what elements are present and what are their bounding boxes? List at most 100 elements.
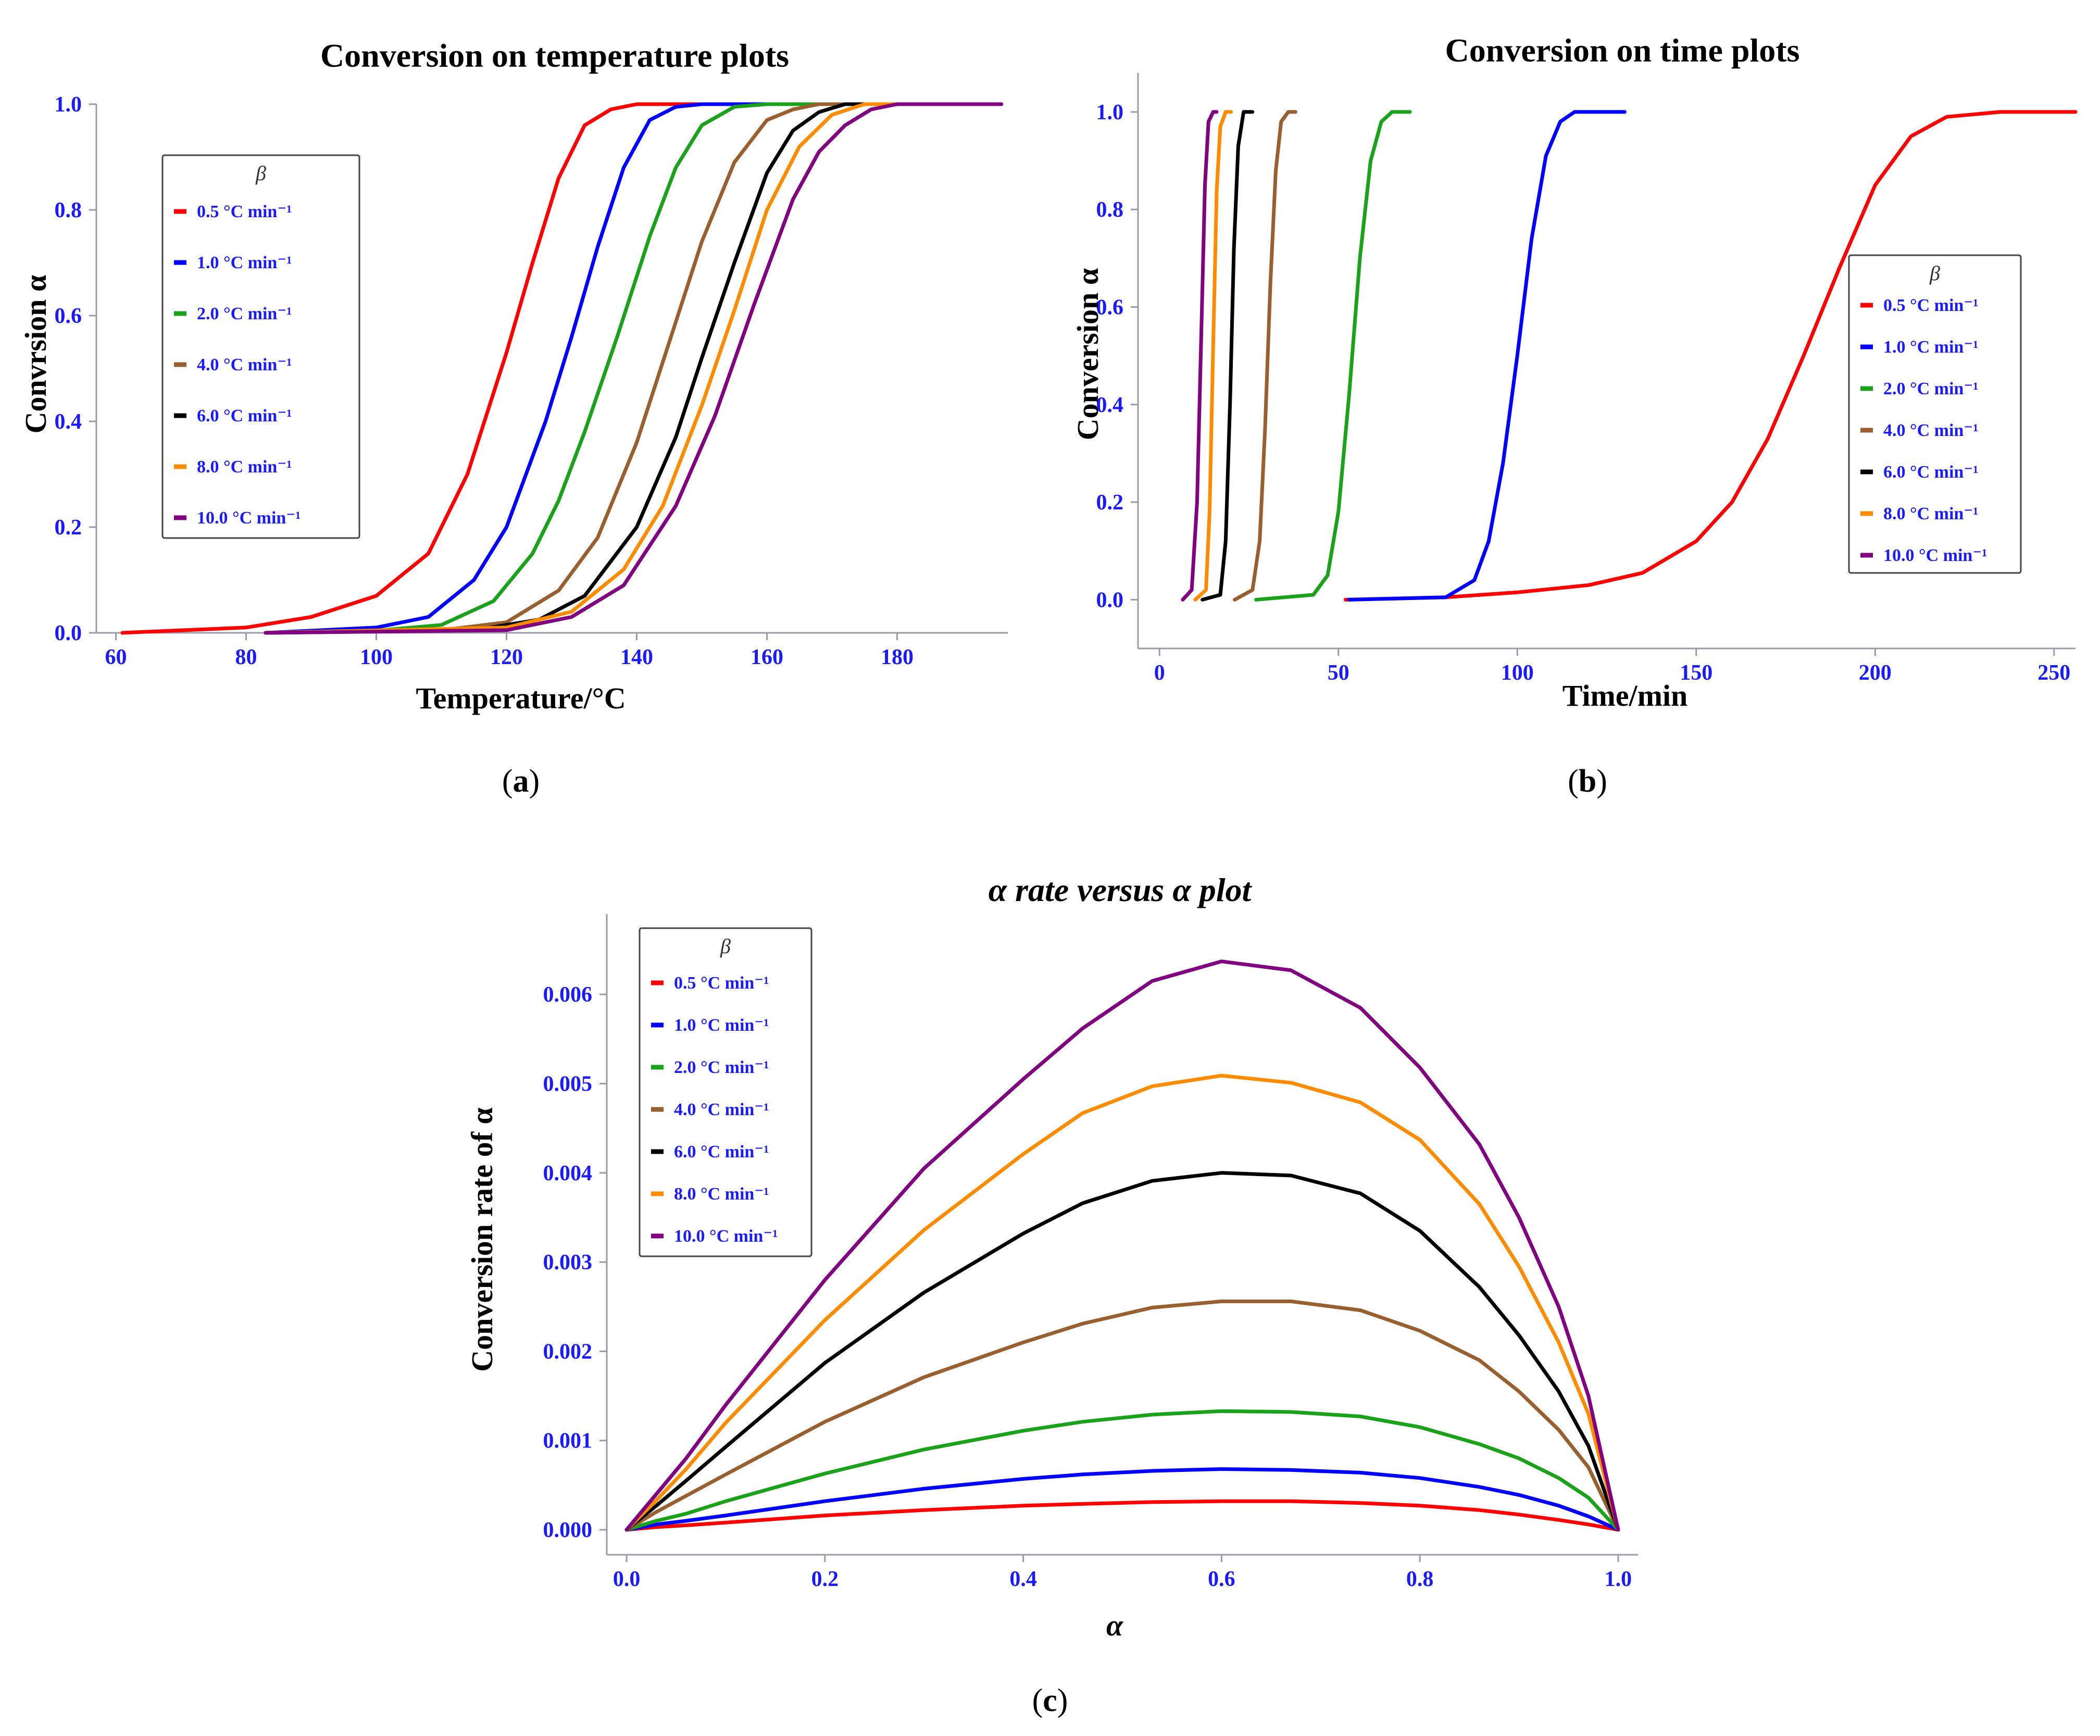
chart-b-panel-suffix: ) <box>1596 764 1607 799</box>
chart-a-y-label: Convrsion α <box>19 275 53 434</box>
y-tick-label: 0.2 <box>1096 491 1124 515</box>
chart-a-title: Conversion on temperature plots <box>320 37 789 74</box>
legend-item-0: 0.5 °C min⁻¹ <box>197 202 292 221</box>
y-tick-label: 0.006 <box>543 983 593 1007</box>
chart-b-panel-label: (b) <box>1568 764 1607 799</box>
legend-title: β <box>720 934 731 958</box>
y-tick-label: 0.002 <box>543 1340 593 1364</box>
y-tick-label: 0.0 <box>55 621 82 645</box>
chart-b-title: Conversion on time plots <box>1445 32 1800 69</box>
legend-item-1: 1.0 °C min⁻¹ <box>674 1016 769 1035</box>
legend-item-5: 8.0 °C min⁻¹ <box>674 1184 769 1204</box>
legend-box <box>161 154 360 539</box>
x-tick-label: 140 <box>620 645 653 669</box>
x-tick-label: 60 <box>105 645 127 669</box>
chart-b-x-label: Time/min <box>1562 679 1688 713</box>
chart-a-legend: β 0.5 °C min⁻¹ 1.0 °C min⁻¹ 2.0 °C min⁻¹ 4.0… <box>161 154 360 539</box>
chart-b-legend: β 0.5 °C min⁻¹ 1.0 °C min⁻¹ 2.0 °C min⁻¹ 4.0… <box>1848 254 2022 574</box>
legend-title: β <box>255 161 266 185</box>
chart-c-plot-area: 0.0 0.2 0.4 0.6 0.8 1.0 0.000 0.001 0.002 0.003 0.… <box>543 914 1638 1591</box>
y-tick-label: 1.0 <box>1096 101 1124 124</box>
y-tick-label: 0.8 <box>55 198 82 222</box>
legend-item-2: 2.0 °C min⁻¹ <box>197 304 292 323</box>
legend-item-3: 4.0 °C min⁻¹ <box>674 1100 769 1119</box>
series-line-6 <box>624 959 1620 1532</box>
series-line-2 <box>264 102 1003 635</box>
legend-item-3: 4.0 °C min⁻¹ <box>1883 421 1978 440</box>
legend-box <box>639 927 813 1257</box>
x-tick-label: 100 <box>360 645 393 669</box>
legend-item-4: 6.0 °C min⁻¹ <box>674 1142 769 1162</box>
chart-b-panel-prefix: ( <box>1568 764 1579 799</box>
x-tick-label: 0.8 <box>1406 1567 1434 1591</box>
x-tick-label: 250 <box>2038 661 2070 685</box>
y-tick-label: 0.6 <box>55 304 82 328</box>
chart-c-y-label: Conversion rate of α <box>465 1107 499 1372</box>
chart-c-rate: α rate versus α plot 0.0 0.2 0.4 0.6 0.8 1.00… <box>465 871 1638 1718</box>
x-tick-label: 180 <box>881 645 914 669</box>
chart-c-panel-letter: c <box>1043 1683 1057 1718</box>
y-tick-label: 0.001 <box>543 1429 593 1453</box>
series-line-5 <box>624 1073 1620 1532</box>
series-line-1 <box>1347 110 1627 602</box>
legend-item-2: 2.0 °C min⁻¹ <box>674 1058 769 1077</box>
series-line-2 <box>624 1409 1620 1532</box>
chart-c-x-label: α <box>1106 1608 1123 1642</box>
chart-c-legend: β 0.5 °C min⁻¹ 1.0 °C min⁻¹ 2.0 °C min⁻¹ 4.0… <box>639 927 813 1257</box>
chart-b-y-label: Conversion α <box>1071 268 1105 440</box>
series-line-0 <box>624 1499 1620 1532</box>
chart-a-panel-prefix: ( <box>502 764 513 799</box>
chart-a-panel-label: (a) <box>502 764 540 799</box>
x-tick-label: 0.6 <box>1208 1567 1235 1591</box>
legend-item-2: 2.0 °C min⁻¹ <box>1883 379 1978 398</box>
series-line-4 <box>1201 110 1255 602</box>
chart-a-panel-suffix: ) <box>529 764 540 799</box>
y-tick-label: 1.0 <box>55 93 82 117</box>
x-tick-label: 100 <box>1501 661 1534 685</box>
legend-item-3: 4.0 °C min⁻¹ <box>197 355 292 374</box>
y-tick-label: 0.4 <box>1096 393 1124 417</box>
y-tick-label: 0.005 <box>543 1072 593 1096</box>
y-tick-label: 0.000 <box>543 1518 593 1542</box>
x-tick-label: 150 <box>1680 661 1713 685</box>
series-line-6 <box>264 102 1003 635</box>
chart-c-title: α rate versus α plot <box>989 871 1253 908</box>
x-tick-label: 200 <box>1859 661 1892 685</box>
series-line-1 <box>264 102 1003 635</box>
series-line-0 <box>120 102 1003 635</box>
legend-item-0: 0.5 °C min⁻¹ <box>674 973 769 993</box>
legend-item-4: 6.0 °C min⁻¹ <box>197 406 292 426</box>
x-tick-label: 80 <box>235 645 257 669</box>
chart-b-panel-letter: b <box>1579 764 1596 799</box>
legend-item-5: 8.0 °C min⁻¹ <box>1883 504 1978 523</box>
x-tick-label: 50 <box>1328 661 1349 685</box>
series-line-3 <box>624 1300 1620 1532</box>
legend-item-6: 10.0 °C min⁻¹ <box>674 1227 778 1246</box>
x-tick-label: 0.0 <box>613 1567 641 1591</box>
x-tick-label: 120 <box>490 645 523 669</box>
series-line-5 <box>264 102 1003 635</box>
series-line-0 <box>1344 110 2078 602</box>
chart-b-time: Conversion on time plots 0 50 100 150 200 250… <box>1071 32 2078 799</box>
x-tick-label: 160 <box>751 645 783 669</box>
chart-a-panel-letter: a <box>513 764 529 799</box>
x-tick-label: 0.4 <box>1009 1567 1037 1591</box>
legend-item-1: 1.0 °C min⁻¹ <box>1883 338 1978 357</box>
chart-c-panel-prefix: ( <box>1032 1683 1043 1718</box>
chart-a-x-label: Temperature/°C <box>416 681 626 715</box>
y-tick-label: 0.003 <box>543 1251 593 1275</box>
chart-c-panel-label: (c) <box>1032 1683 1068 1718</box>
y-tick-label: 0.004 <box>543 1162 593 1185</box>
x-tick-label: 1.0 <box>1605 1567 1632 1591</box>
series-line-1 <box>624 1467 1620 1532</box>
chart-a-plot-area: 60 80 100 120 140 160 180 0.0 0.2 0.4 0.6 0.8 1.0 <box>55 93 1008 669</box>
legend-item-5: 8.0 °C min⁻¹ <box>197 457 292 477</box>
series-line-6 <box>1181 110 1219 602</box>
legend-item-1: 1.0 °C min⁻¹ <box>197 253 292 272</box>
y-tick-label: 0.8 <box>1096 198 1124 222</box>
y-tick-label: 0.4 <box>55 410 82 434</box>
series-line-3 <box>264 102 1003 635</box>
x-tick-label: 0 <box>1154 661 1165 685</box>
chart-c-panel-suffix: ) <box>1057 1683 1068 1718</box>
